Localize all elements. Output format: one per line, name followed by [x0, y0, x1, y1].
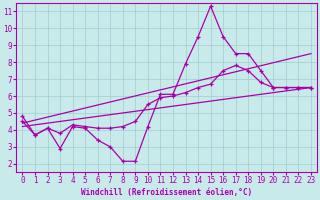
X-axis label: Windchill (Refroidissement éolien,°C): Windchill (Refroidissement éolien,°C): [81, 188, 252, 197]
